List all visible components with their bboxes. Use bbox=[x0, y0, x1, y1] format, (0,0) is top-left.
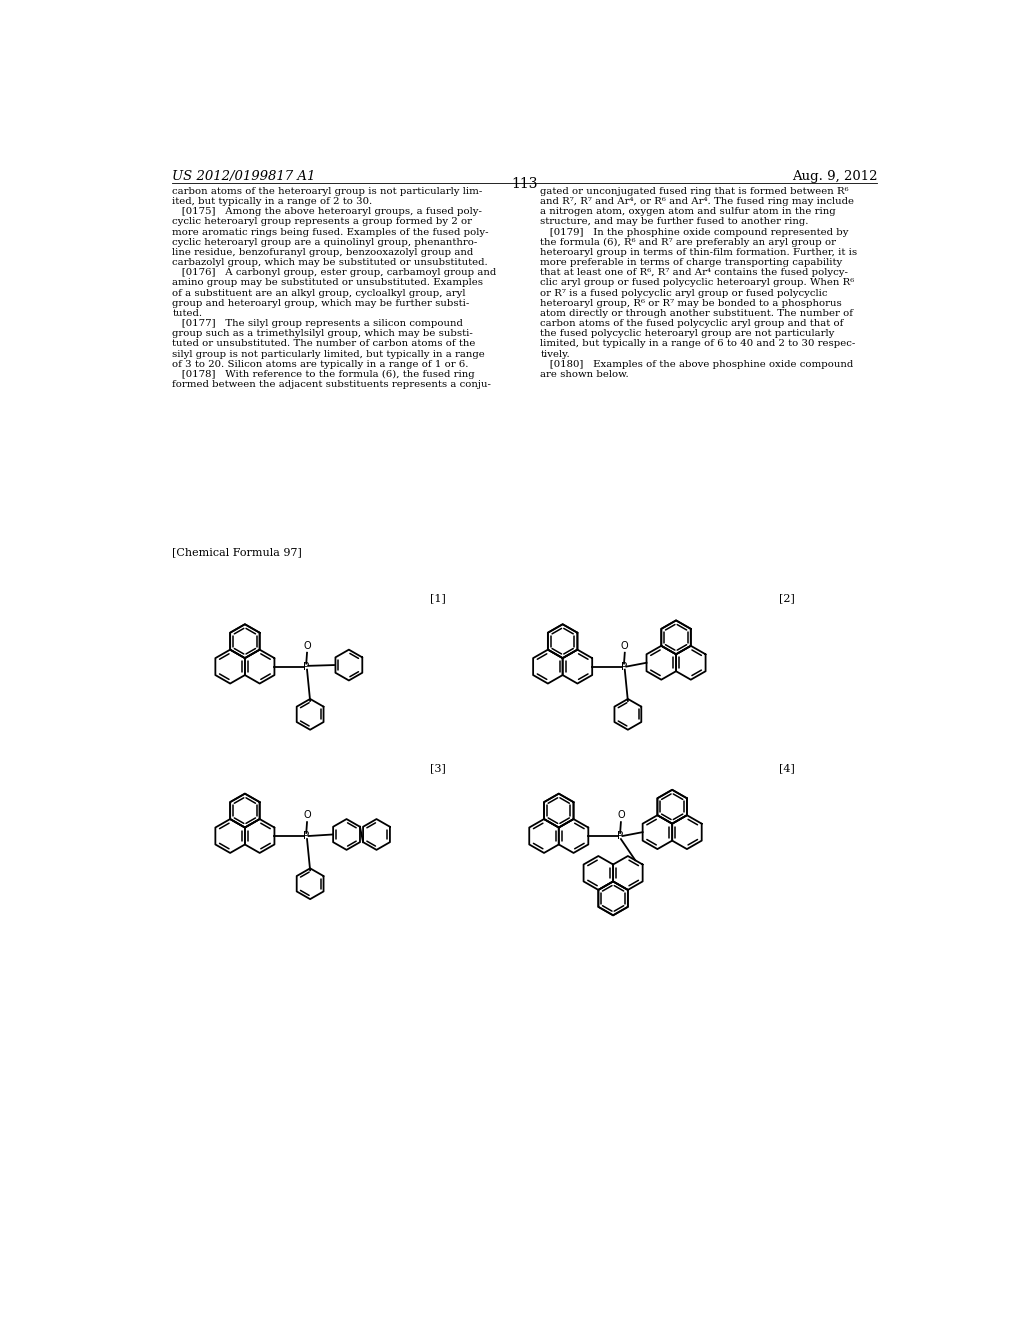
Text: cyclic heteroaryl group represents a group formed by 2 or: cyclic heteroaryl group represents a gro… bbox=[172, 218, 472, 227]
Text: tuted.: tuted. bbox=[172, 309, 203, 318]
Text: P: P bbox=[621, 661, 627, 672]
Text: more preferable in terms of charge transporting capability: more preferable in terms of charge trans… bbox=[541, 257, 843, 267]
Text: group such as a trimethylsilyl group, which may be substi-: group such as a trimethylsilyl group, wh… bbox=[172, 329, 473, 338]
Text: O: O bbox=[303, 810, 311, 820]
Text: are shown below.: are shown below. bbox=[541, 370, 629, 379]
Text: amino group may be substituted or unsubstituted. Examples: amino group may be substituted or unsubs… bbox=[172, 279, 483, 288]
Text: tively.: tively. bbox=[541, 350, 570, 359]
Text: 113: 113 bbox=[512, 177, 538, 191]
Text: P: P bbox=[303, 661, 309, 672]
Text: Aug. 9, 2012: Aug. 9, 2012 bbox=[792, 170, 878, 183]
Text: gated or unconjugated fused ring that is formed between R⁶: gated or unconjugated fused ring that is… bbox=[541, 187, 849, 195]
Text: O: O bbox=[621, 640, 629, 651]
Text: tuted or unsubstituted. The number of carbon atoms of the: tuted or unsubstituted. The number of ca… bbox=[172, 339, 475, 348]
Text: [3]: [3] bbox=[430, 763, 446, 772]
Text: [0176]   A carbonyl group, ester group, carbamoyl group and: [0176] A carbonyl group, ester group, ca… bbox=[172, 268, 497, 277]
Text: P: P bbox=[303, 832, 309, 841]
Text: that at least one of R⁶, R⁷ and Ar⁴ contains the fused polycy-: that at least one of R⁶, R⁷ and Ar⁴ cont… bbox=[541, 268, 848, 277]
Text: heteroaryl group in terms of thin-film formation. Further, it is: heteroaryl group in terms of thin-film f… bbox=[541, 248, 857, 257]
Text: carbon atoms of the heteroaryl group is not particularly lim-: carbon atoms of the heteroaryl group is … bbox=[172, 187, 482, 195]
Text: [0179]   In the phosphine oxide compound represented by: [0179] In the phosphine oxide compound r… bbox=[541, 227, 849, 236]
Text: silyl group is not particularly limited, but typically in a range: silyl group is not particularly limited,… bbox=[172, 350, 485, 359]
Text: cyclic heteroaryl group are a quinolinyl group, phenanthro-: cyclic heteroaryl group are a quinolinyl… bbox=[172, 238, 477, 247]
Text: the fused polycyclic heteroaryl group are not particularly: the fused polycyclic heteroaryl group ar… bbox=[541, 329, 835, 338]
Text: structure, and may be further fused to another ring.: structure, and may be further fused to a… bbox=[541, 218, 809, 227]
Text: heteroaryl group, R⁶ or R⁷ may be bonded to a phosphorus: heteroaryl group, R⁶ or R⁷ may be bonded… bbox=[541, 298, 842, 308]
Text: US 2012/0199817 A1: US 2012/0199817 A1 bbox=[172, 170, 315, 183]
Text: formed between the adjacent substituents represents a conju-: formed between the adjacent substituents… bbox=[172, 380, 492, 389]
Text: [0175]   Among the above heteroaryl groups, a fused poly-: [0175] Among the above heteroaryl groups… bbox=[172, 207, 482, 216]
Text: [0178]   With reference to the formula (6), the fused ring: [0178] With reference to the formula (6)… bbox=[172, 370, 475, 379]
Text: and R⁷, R⁷ and Ar⁴, or R⁶ and Ar⁴. The fused ring may include: and R⁷, R⁷ and Ar⁴, or R⁶ and Ar⁴. The f… bbox=[541, 197, 854, 206]
Text: O: O bbox=[303, 640, 311, 651]
Text: [2]: [2] bbox=[779, 594, 795, 603]
Text: [1]: [1] bbox=[430, 594, 446, 603]
Text: atom directly or through another substituent. The number of: atom directly or through another substit… bbox=[541, 309, 853, 318]
Text: line residue, benzofuranyl group, benzooxazolyl group and: line residue, benzofuranyl group, benzoo… bbox=[172, 248, 473, 257]
Text: or R⁷ is a fused polycyclic aryl group or fused polycyclic: or R⁷ is a fused polycyclic aryl group o… bbox=[541, 289, 827, 297]
Text: [4]: [4] bbox=[779, 763, 795, 772]
Text: carbon atoms of the fused polycyclic aryl group and that of: carbon atoms of the fused polycyclic ary… bbox=[541, 319, 844, 329]
Text: clic aryl group or fused polycyclic heteroaryl group. When R⁶: clic aryl group or fused polycyclic hete… bbox=[541, 279, 855, 288]
Text: carbazolyl group, which may be substituted or unsubstituted.: carbazolyl group, which may be substitut… bbox=[172, 257, 487, 267]
Text: limited, but typically in a range of 6 to 40 and 2 to 30 respec-: limited, but typically in a range of 6 t… bbox=[541, 339, 855, 348]
Text: of 3 to 20. Silicon atoms are typically in a range of 1 or 6.: of 3 to 20. Silicon atoms are typically … bbox=[172, 359, 469, 368]
Text: [0180]   Examples of the above phosphine oxide compound: [0180] Examples of the above phosphine o… bbox=[541, 359, 854, 368]
Text: [Chemical Formula 97]: [Chemical Formula 97] bbox=[172, 548, 302, 557]
Text: P: P bbox=[617, 832, 624, 841]
Text: more aromatic rings being fused. Examples of the fused poly-: more aromatic rings being fused. Example… bbox=[172, 227, 488, 236]
Text: of a substituent are an alkyl group, cycloalkyl group, aryl: of a substituent are an alkyl group, cyc… bbox=[172, 289, 466, 297]
Text: the formula (6), R⁶ and R⁷ are preferably an aryl group or: the formula (6), R⁶ and R⁷ are preferabl… bbox=[541, 238, 837, 247]
Text: ited, but typically in a range of 2 to 30.: ited, but typically in a range of 2 to 3… bbox=[172, 197, 373, 206]
Text: O: O bbox=[617, 810, 625, 820]
Text: group and heteroaryl group, which may be further substi-: group and heteroaryl group, which may be… bbox=[172, 298, 469, 308]
Text: a nitrogen atom, oxygen atom and sulfur atom in the ring: a nitrogen atom, oxygen atom and sulfur … bbox=[541, 207, 836, 216]
Text: [0177]   The silyl group represents a silicon compound: [0177] The silyl group represents a sili… bbox=[172, 319, 463, 329]
